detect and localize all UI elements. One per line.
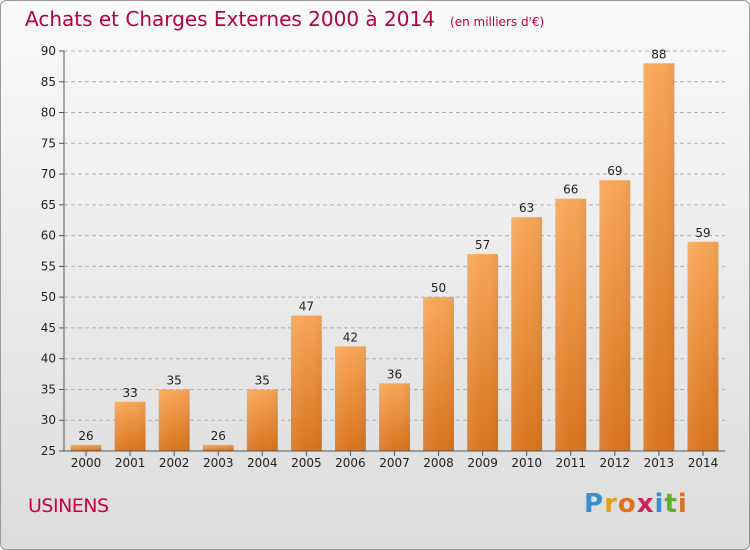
- logo-letter: x: [636, 489, 655, 519]
- x-tick-label: 2006: [335, 456, 366, 470]
- y-tick-label: 30: [41, 413, 56, 427]
- y-tick-label: 80: [41, 106, 56, 120]
- bar-value-label: 50: [431, 281, 446, 295]
- bar-shading: [555, 198, 587, 451]
- bar-value-label: 36: [387, 367, 402, 381]
- bar-value-label: 26: [211, 429, 226, 443]
- bar-shading: [246, 389, 278, 451]
- y-tick-label: 90: [41, 44, 56, 58]
- x-tick-label: 2001: [115, 456, 146, 470]
- bar-shading: [290, 315, 322, 451]
- axis-layer: 25 30 35 40 45 50 55 60 65 70 75 80 85 90 2000 2001 2002…: [41, 44, 725, 470]
- y-tick-label: 65: [41, 198, 56, 212]
- logo-letter: o: [617, 489, 637, 519]
- x-tick-label: 2004: [247, 456, 278, 470]
- y-tick-label: 55: [41, 259, 56, 273]
- x-tick-label: 2000: [71, 456, 102, 470]
- y-tick-label: 25: [41, 444, 56, 458]
- x-tick-label: 2011: [555, 456, 586, 470]
- bar-value-label: 63: [519, 201, 534, 215]
- x-tick-label: 2007: [379, 456, 410, 470]
- bar-shading: [335, 346, 366, 451]
- chart-subtitle: (en milliers d'€): [450, 15, 545, 29]
- x-tick-label: 2013: [644, 456, 675, 470]
- bar-shading: [511, 217, 543, 451]
- y-tick-label: 75: [41, 136, 56, 150]
- bar-shading: [467, 254, 499, 451]
- x-tick-label: 2003: [203, 456, 234, 470]
- bar-value-label: 35: [255, 373, 270, 387]
- bar-layer: 26 33 35 26 35 47 42 36 50 57 63 66 69 88 59: [70, 47, 719, 452]
- y-tick-label: 40: [41, 352, 56, 366]
- y-tick-label: 45: [41, 321, 56, 335]
- logo-letter: i: [654, 489, 665, 519]
- logo-letter: r: [604, 489, 618, 519]
- y-tick-label: 70: [41, 167, 56, 181]
- chart-title: Achats et Charges Externes 2000 à 2014: [25, 7, 435, 31]
- x-tick-label: 2008: [423, 456, 454, 470]
- commune-name: USINENS: [28, 495, 109, 517]
- bar-shading: [70, 444, 102, 451]
- x-tick-label: 2009: [467, 456, 498, 470]
- bar-value-label: 57: [475, 238, 490, 252]
- bar-value-label: 42: [343, 330, 358, 344]
- bar-value-label: 59: [695, 226, 710, 240]
- bar-shading: [599, 180, 631, 451]
- y-tick-label: 35: [41, 382, 56, 396]
- x-tick-label: 2005: [291, 456, 322, 470]
- bar-shading: [643, 63, 675, 452]
- y-tick-label: 50: [41, 290, 56, 304]
- bar-value-label: 35: [167, 373, 182, 387]
- bar-shading: [158, 389, 190, 451]
- x-tick-label: 2002: [159, 456, 190, 470]
- bar-value-label: 33: [122, 386, 137, 400]
- bar-value-label: 69: [607, 164, 622, 178]
- title-row: Achats et Charges Externes 2000 à 2014 (…: [25, 7, 544, 31]
- x-tick-label: 2014: [688, 456, 719, 470]
- bar-shading: [114, 401, 146, 451]
- y-tick-label: 85: [41, 75, 56, 89]
- bar-shading: [202, 444, 234, 451]
- bar-shading: [423, 297, 454, 451]
- logo-letter: i: [677, 489, 688, 519]
- bar-value-label: 66: [563, 183, 578, 197]
- bar-value-label: 26: [78, 429, 93, 443]
- x-tick-label: 2012: [600, 456, 631, 470]
- bar-shading: [379, 383, 410, 451]
- logo-letter: P: [584, 489, 605, 519]
- x-tick-label: 2010: [511, 456, 542, 470]
- bar-value-label: 88: [651, 47, 666, 61]
- proxiti-logo: Proxiti: [584, 489, 688, 519]
- bar-shading: [687, 241, 719, 451]
- logo-letter: t: [664, 489, 678, 519]
- bar-value-label: 47: [299, 300, 314, 314]
- y-tick-label: 60: [41, 229, 56, 243]
